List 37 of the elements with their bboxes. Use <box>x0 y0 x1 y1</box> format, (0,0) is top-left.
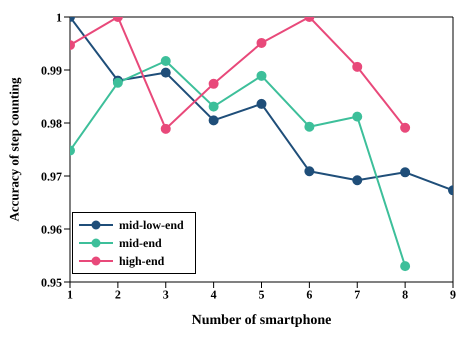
point <box>208 102 219 112</box>
point <box>304 166 314 176</box>
x-axis-title: Number of smartphone <box>192 313 332 328</box>
x-tick-label: 7 <box>354 288 360 302</box>
x-tick-label: 4 <box>210 288 217 302</box>
point <box>208 78 219 89</box>
y-axis-title: Accuracy of step counting <box>6 76 22 222</box>
y-tick-label: 0.95 <box>41 275 62 290</box>
x-tick-label: 3 <box>162 288 169 302</box>
y-tick-label: 0.99 <box>41 63 62 78</box>
x-tick-label: 2 <box>114 288 121 302</box>
y-tick-label: 0.96 <box>41 222 62 236</box>
point <box>160 56 171 66</box>
x-tick-label: 8 <box>402 288 408 302</box>
point <box>256 38 266 48</box>
x-tick-label: 6 <box>306 288 312 302</box>
legend-label: mid-low-end <box>119 217 184 234</box>
x-tick-label: 9 <box>450 288 456 302</box>
point <box>160 68 171 78</box>
point <box>160 124 171 134</box>
legend-label: high-end <box>119 253 164 270</box>
x-tick-label: 1 <box>67 288 73 302</box>
y-tick-label: 0.97 <box>41 169 62 184</box>
legend-label: mid-end <box>119 235 162 252</box>
point <box>400 122 410 133</box>
point <box>400 167 410 178</box>
point <box>400 261 410 272</box>
point <box>256 70 266 81</box>
point <box>256 98 266 109</box>
y-tick-label: 0.98 <box>41 116 62 130</box>
point <box>208 115 219 126</box>
x-tick-label: 5 <box>258 288 264 302</box>
y-tick-label: 1 <box>56 10 62 24</box>
point <box>352 62 362 72</box>
point <box>352 175 362 186</box>
point <box>304 122 314 132</box>
point <box>352 112 362 122</box>
